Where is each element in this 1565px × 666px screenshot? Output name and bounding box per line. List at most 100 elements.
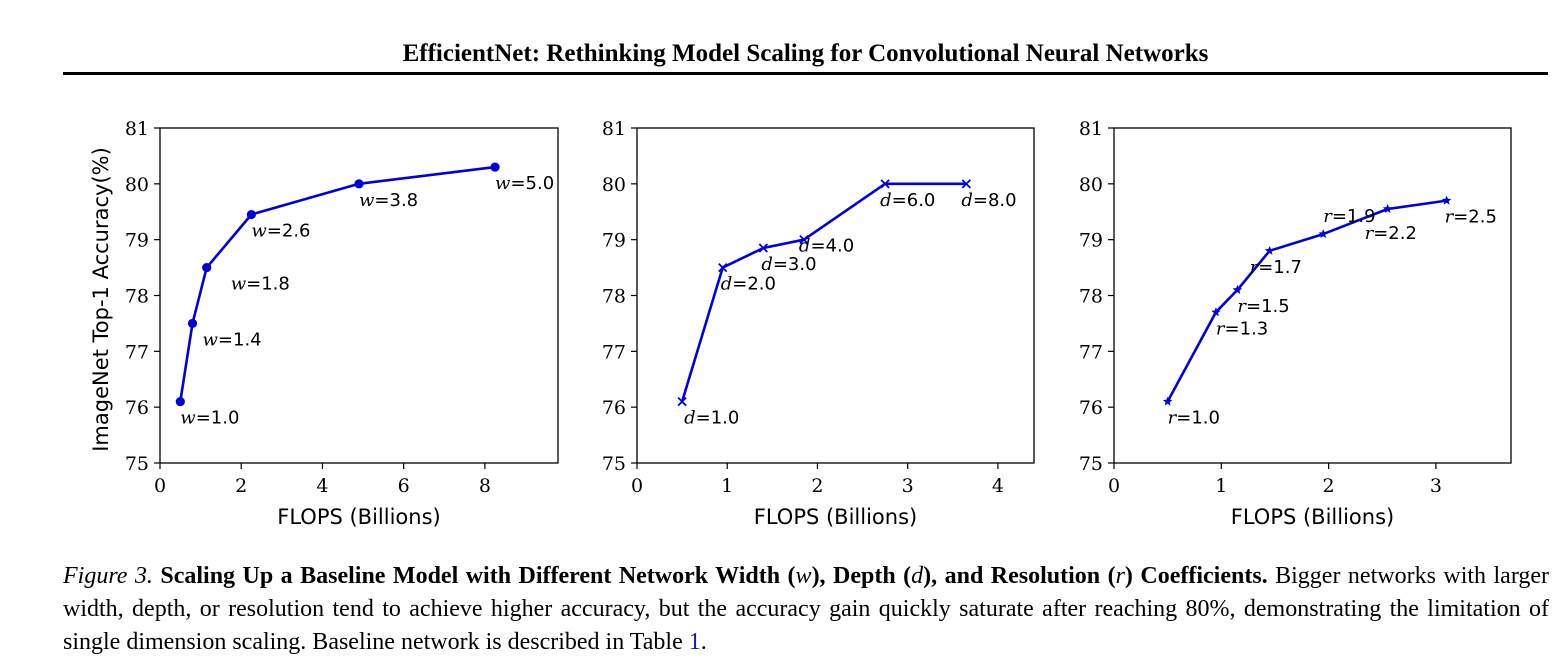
caption-body: Bigger networks with larger width, depth…: [63, 563, 1550, 655]
data-point: [1264, 245, 1275, 255]
y-tick-label: 76: [125, 397, 149, 419]
x-tick-label: 4: [316, 475, 328, 497]
data-point: [799, 235, 809, 245]
figure-caption: Figure 3. Scaling Up a Baseline Model wi…: [63, 560, 1549, 659]
y-tick-label: 76: [1079, 397, 1103, 419]
point-label-variable: d: [684, 408, 696, 429]
caption-bold-4: ) Coefficients.: [1124, 563, 1268, 589]
point-label-variable: w: [251, 221, 267, 242]
point-label-variable: w: [495, 173, 511, 194]
page-header-title: EfficientNet: Rethinking Model Scaling f…: [402, 40, 1209, 67]
point-label: r=2.2: [1365, 223, 1417, 244]
point-label-variable: d: [961, 190, 973, 211]
point-label-value: =1.0: [196, 408, 240, 429]
x-tick-label: 0: [631, 475, 643, 497]
y-tick-label: 75: [1079, 453, 1103, 475]
point-label: d=3.0: [761, 254, 816, 275]
data-point: [1441, 195, 1452, 205]
y-tick-label: 81: [1079, 118, 1103, 140]
point-label: d=4.0: [799, 236, 854, 257]
y-tick-label: 78: [125, 286, 149, 308]
point-label-variable: r: [1365, 223, 1375, 244]
point-label-value: =1.4: [218, 329, 262, 350]
point-label: w=1.4: [202, 329, 261, 350]
data-point: [1162, 396, 1173, 406]
point-label: r=1.7: [1250, 257, 1302, 278]
point-label-variable: r: [1250, 257, 1260, 278]
point-label-variable: d: [761, 254, 773, 275]
series-line: [179, 165, 496, 402]
x-axis-label: FLOPS (Billions): [1231, 505, 1394, 529]
y-tick-label: 78: [602, 286, 626, 308]
point-label: w=5.0: [495, 173, 554, 194]
point-label: w=3.8: [359, 190, 418, 211]
point-label-variable: w: [202, 329, 218, 350]
point-label-variable: r: [1168, 408, 1178, 429]
point-label-variable: r: [1323, 206, 1333, 227]
y-tick-label: 79: [602, 230, 626, 252]
point-label: w=2.6: [251, 221, 310, 242]
y-tick-label: 80: [125, 174, 149, 196]
y-tick-label: 80: [1079, 174, 1103, 196]
point-label-variable: r: [1237, 296, 1247, 317]
y-tick-label: 76: [602, 397, 626, 419]
point-label-variable: r: [1445, 207, 1455, 228]
point-label-value: =2.0: [732, 274, 776, 295]
point-label: r=1.5: [1237, 296, 1289, 317]
caption-var-d: d: [911, 563, 924, 589]
data-point: [187, 318, 198, 329]
point-label: r=1.9: [1323, 206, 1375, 227]
caption-end: .: [700, 629, 707, 655]
point-label-value: =6.0: [892, 190, 936, 211]
x-tick-label: 4: [992, 475, 1004, 497]
x-axis-label: FLOPS (Billions): [277, 505, 440, 529]
data-point: [246, 209, 256, 220]
header-rule: [63, 72, 1548, 75]
point-label-value: =2.2: [1373, 223, 1417, 244]
caption-var-r: r: [1115, 563, 1125, 589]
table-reference-link[interactable]: 1: [688, 629, 701, 655]
data-point: [1232, 284, 1243, 294]
y-tick-label: 77: [1079, 341, 1103, 363]
y-tick-label: 75: [125, 453, 149, 475]
x-tick-label: 0: [154, 475, 166, 497]
point-label-variable: d: [880, 190, 892, 211]
x-tick-label: 2: [811, 475, 823, 497]
x-tick-label: 8: [479, 475, 491, 497]
y-tick-label: 79: [1079, 230, 1103, 252]
point-label: w=1.0: [180, 408, 239, 429]
caption-var-w: w: [795, 563, 812, 589]
x-tick-label: 6: [398, 475, 410, 497]
point-label-value: =1.8: [246, 274, 290, 295]
y-tick-label: 77: [125, 341, 149, 363]
point-label-variable: w: [180, 408, 196, 429]
data-point: [758, 243, 768, 253]
data-point: [718, 262, 728, 273]
data-point: [677, 396, 687, 407]
point-label-value: =3.0: [773, 254, 817, 275]
caption-bold-1: Scaling Up a Baseline Model with Differe…: [160, 563, 796, 589]
x-tick-label: 3: [1430, 475, 1442, 497]
series-line: [680, 182, 967, 402]
x-tick-label: 2: [235, 475, 247, 497]
y-tick-label: 81: [602, 118, 626, 140]
data-point: [880, 179, 890, 189]
y-tick-label: 78: [1079, 286, 1103, 308]
point-label-value: =1.3: [1225, 318, 1269, 339]
point-label: r=1.0: [1168, 408, 1220, 429]
y-tick-label: 80: [602, 174, 626, 196]
point-label-value: =2.6: [267, 221, 311, 242]
x-tick-label: 3: [902, 475, 914, 497]
data-point: [1318, 229, 1328, 239]
point-label: d=8.0: [961, 190, 1016, 211]
x-tick-label: 2: [1323, 475, 1335, 497]
data-point: [354, 179, 364, 189]
point-label-value: =1.0: [1176, 408, 1220, 429]
point-label: d=6.0: [880, 190, 935, 211]
point-label-variable: w: [231, 274, 247, 295]
x-tick-label: 0: [1108, 475, 1120, 497]
point-label-value: =1.7: [1258, 257, 1302, 278]
point-label-variable: d: [799, 236, 811, 257]
